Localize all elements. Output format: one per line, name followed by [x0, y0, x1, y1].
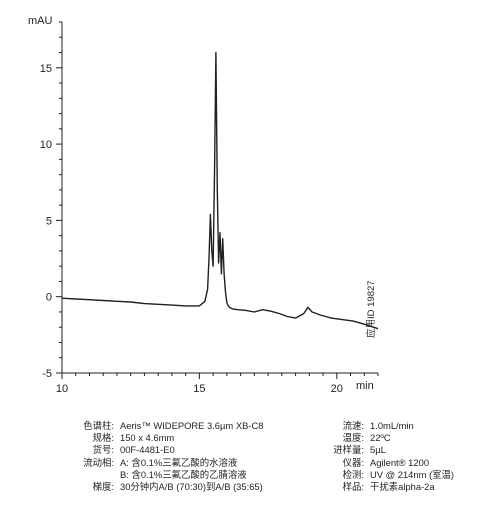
y-tick-label: 10 — [40, 139, 52, 151]
chromatogram-trace — [61, 51, 379, 330]
conditions-right: 流速: 1.0mL/min 温度: 22ºC 进样量: 5µL 仪器: Agil… — [318, 420, 468, 493]
condition-row: 色谱柱: Aeris™ WIDEPORE 3.6µm XB-C8 — [40, 420, 263, 432]
condition-value: 5µL — [370, 444, 386, 456]
condition-label — [40, 469, 120, 481]
condition-value: Aeris™ WIDEPORE 3.6µm XB-C8 — [120, 420, 264, 431]
condition-row: B: 含0.1%三氟乙酸的乙腈溶液 — [40, 469, 247, 481]
condition-label: 流速: — [342, 420, 364, 431]
condition-label: 温度: — [342, 432, 364, 444]
condition-label: 梯度: — [92, 481, 114, 493]
x-tick-label: 10 — [56, 383, 68, 395]
y-tick-label: 0 — [46, 292, 52, 304]
conditions-left: 色谱柱: Aeris™ WIDEPORE 3.6µm XB-C8 规格: 150… — [40, 420, 263, 493]
condition-row: 货号: 00F-4481-E0 — [40, 444, 240, 456]
condition-row: 流速: 1.0mL/min — [318, 420, 468, 432]
condition-label: 规格: — [92, 432, 114, 444]
condition-label: 检测: — [342, 468, 364, 480]
condition-value: 30分钟内A/B (70:30)到A/B (35:65) — [120, 481, 263, 493]
condition-row: 温度: 22ºC — [318, 432, 468, 444]
y-tick-label: 15 — [40, 63, 52, 75]
condition-row: 规格: 150 x 4.6mm — [40, 432, 240, 444]
condition-value: A: 含0.1%三氟乙酸的水溶液 — [120, 456, 238, 468]
condition-value: 1.0mL/min — [370, 420, 414, 431]
condition-value: UV @ 214nm (室温) — [370, 468, 455, 480]
condition-label: 货号: — [92, 444, 114, 456]
condition-label: 样品: — [342, 481, 364, 493]
condition-label: 流动相: — [83, 456, 114, 468]
condition-value: B: 含0.1%三氟乙酸的乙腈溶液 — [120, 468, 247, 480]
condition-value: Agilent® 1200 — [370, 456, 430, 468]
condition-value: 00F-4481-E0 — [120, 444, 175, 456]
condition-row: 进样量: 5µL — [318, 444, 468, 456]
condition-row: 样品: 干扰素alpha-2a — [318, 481, 468, 493]
condition-label: 进样量: — [333, 444, 364, 456]
condition-row: 流动相: A: 含0.1%三氟乙酸的水溶液 — [40, 457, 240, 469]
y-tick-label: 5 — [46, 215, 52, 227]
condition-row: 检测: UV @ 214nm (室温) — [318, 469, 468, 481]
x-tick-label: 20 — [331, 383, 343, 395]
application-id: 应用ID 19827 — [366, 280, 377, 338]
chart-axes — [61, 22, 378, 374]
condition-value: 150 x 4.6mm — [120, 432, 175, 444]
x-tick-label: 15 — [193, 383, 205, 395]
x-axis-label: min — [356, 380, 374, 392]
condition-row: 仪器: Agilent® 1200 — [318, 457, 468, 469]
y-axis-label: mAU — [28, 15, 53, 27]
chromatogram-chart: -5 0 5 10 15 10 15 20 mAU min — [28, 15, 379, 395]
y-tick-label: -5 — [42, 368, 52, 380]
condition-value: 干扰素alpha-2a — [370, 481, 435, 493]
condition-value: 22ºC — [370, 432, 391, 444]
condition-label: 仪器: — [342, 456, 364, 468]
chart-ticks: -5 0 5 10 15 10 15 20 — [40, 21, 379, 395]
condition-row: 梯度: 30分钟内A/B (70:30)到A/B (35:65) — [40, 481, 263, 493]
condition-label: 色谱柱: — [83, 420, 114, 431]
chart-series — [61, 51, 379, 330]
